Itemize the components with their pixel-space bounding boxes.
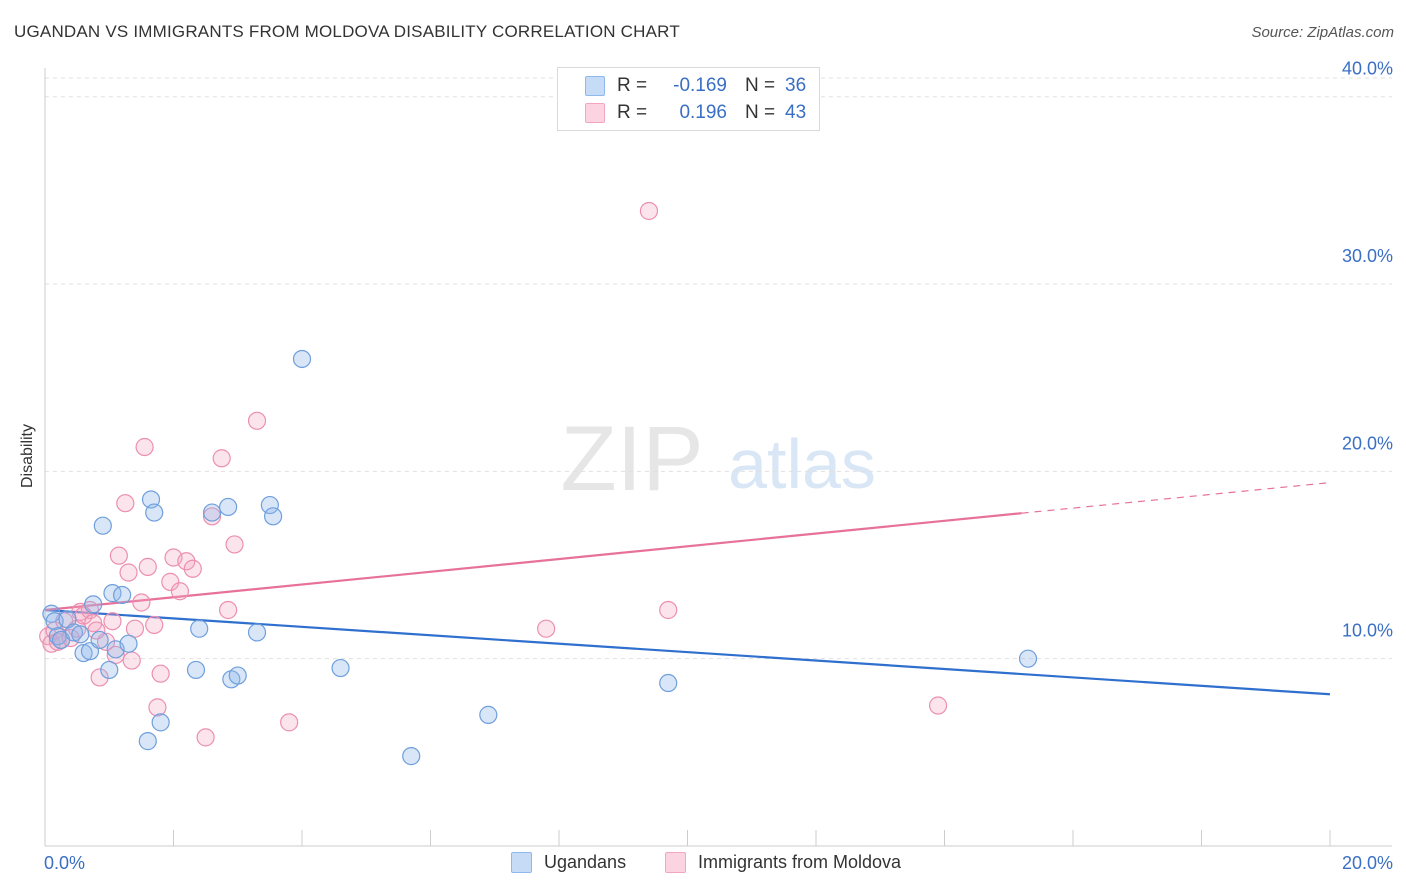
data-point-moldova — [177, 552, 196, 571]
legend-item-moldova: Immigrants from Moldova — [665, 852, 901, 873]
data-point-ugandans — [145, 503, 164, 522]
data-point-ugandans — [228, 666, 247, 685]
data-point-ugandans — [119, 634, 138, 653]
data-point-moldova — [138, 557, 157, 576]
data-point-ugandans — [202, 503, 222, 522]
axes — [44, 68, 1392, 847]
data-point-ugandans — [93, 516, 112, 535]
data-point-moldova — [122, 651, 141, 670]
data-point-ugandans — [58, 610, 77, 629]
legend-r-value: 0.196 — [679, 102, 727, 123]
legend-n-label: N = — [745, 102, 776, 123]
data-point-ugandans — [74, 643, 93, 663]
data-point-moldova — [132, 593, 151, 612]
data-point-ugandans — [190, 619, 209, 638]
data-point-ugandans — [219, 497, 238, 517]
legend-swatch-blue — [511, 852, 532, 873]
data-point-ugandans — [186, 660, 206, 680]
data-point-moldova — [116, 494, 135, 513]
x-tick-label: 20.0% — [1342, 853, 1393, 873]
data-point-moldova — [280, 713, 299, 732]
data-point-ugandans — [71, 625, 90, 644]
data-point-moldova — [119, 563, 138, 582]
trend-lines — [44, 482, 1331, 696]
legend-r-label: R = — [617, 102, 648, 123]
legend-row-moldova: R = 0.196 N = 43 — [558, 100, 806, 126]
data-point-moldova — [103, 612, 122, 631]
axis-ticks: 10.0% 20.0% 30.0% 40.0% 0.0% 20.0% — [44, 59, 1393, 873]
data-point-moldova — [537, 619, 556, 638]
grid — [45, 77, 1392, 660]
y-tick-label: 10.0% — [1342, 621, 1393, 641]
data-point-ugandans — [247, 623, 267, 642]
data-point-moldova — [145, 615, 164, 635]
legend-row-ugandans: R = -0.169 N = 36 — [558, 73, 806, 99]
data-point-ugandans — [64, 623, 84, 642]
data-point-moldova — [659, 600, 678, 620]
legend-r-value: -0.169 — [673, 75, 727, 96]
data-point-moldova — [135, 437, 154, 457]
data-point-ugandans — [263, 507, 283, 526]
data-point-ugandans — [84, 595, 103, 614]
chart-title: UGANDAN VS IMMIGRANTS FROM MOLDOVA DISAB… — [14, 22, 680, 41]
data-point-moldova — [161, 572, 180, 591]
watermark-atlas: atlas — [728, 425, 876, 503]
data-point-moldova — [225, 535, 244, 554]
data-point-ugandans — [331, 658, 350, 678]
data-point-ugandans — [90, 630, 109, 650]
data-point-moldova — [928, 696, 948, 715]
legend-swatch-pink — [665, 852, 686, 873]
data-point-ugandans — [292, 349, 312, 369]
legend-r-label: R = — [617, 75, 648, 96]
data-point-ugandans — [260, 495, 279, 515]
legend-swatch-pink — [585, 103, 605, 123]
data-point-ugandans — [151, 713, 170, 732]
data-point-moldova — [90, 668, 109, 687]
legend-label-moldova: Immigrants from Moldova — [698, 852, 902, 872]
y-tick-label: 20.0% — [1342, 433, 1393, 453]
data-point-moldova — [106, 645, 125, 665]
data-point-ugandans — [402, 746, 421, 766]
data-point-ugandans — [479, 705, 498, 724]
data-point-moldova — [170, 582, 190, 601]
legend-n-value: 36 — [785, 75, 807, 96]
data-point-ugandans — [100, 660, 119, 680]
y-tick-label: 40.0% — [1342, 59, 1393, 79]
data-point-moldova — [212, 449, 231, 468]
x-tick-label: 0.0% — [44, 853, 85, 873]
data-point-ugandans — [1018, 649, 1038, 668]
y-tick-label: 30.0% — [1342, 246, 1393, 266]
data-point-moldova — [196, 728, 215, 747]
trend-line-extension — [1021, 482, 1331, 514]
source-credit: Source: ZipAtlas.com — [1251, 24, 1394, 41]
data-point-moldova — [247, 411, 267, 430]
data-point-moldova — [639, 201, 659, 221]
data-point-moldova — [151, 664, 170, 683]
trend-line — [44, 512, 1022, 612]
series-legend: Ugandans Immigrants from Moldova — [0, 852, 1406, 878]
legend-label-ugandans: Ugandans — [544, 852, 627, 872]
data-point-moldova — [125, 619, 145, 638]
legend-n-value: 43 — [785, 102, 807, 123]
watermark-zip: ZIP — [560, 408, 703, 510]
legend-n-label: N = — [745, 75, 776, 96]
data-points — [39, 201, 1038, 766]
data-point-ugandans — [112, 585, 132, 605]
data-point-moldova — [96, 632, 116, 651]
correlation-legend: R = -0.169 N = 36 R = 0.196 N = 43 — [557, 67, 820, 131]
data-point-moldova — [148, 698, 167, 717]
data-point-moldova — [183, 559, 202, 578]
data-point-moldova — [109, 546, 128, 565]
legend-item-ugandans: Ugandans — [511, 852, 626, 873]
data-point-ugandans — [659, 673, 678, 693]
data-point-ugandans — [138, 732, 157, 751]
data-point-moldova — [219, 600, 238, 620]
legend-swatch-blue — [585, 76, 605, 96]
